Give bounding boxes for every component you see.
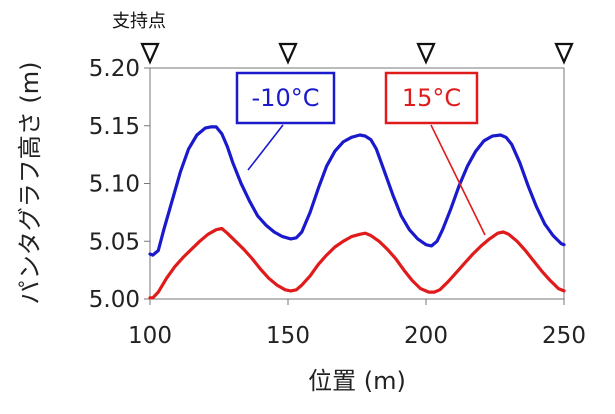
series-label-minus10: -10°C xyxy=(252,84,320,112)
support-markers xyxy=(140,42,574,65)
y-axis: 5.00 5.05 5.10 5.15 5.20 xyxy=(89,56,150,313)
support-marker-icon xyxy=(278,42,298,65)
support-marker-icon xyxy=(416,42,436,65)
y-tick-label: 5.20 xyxy=(89,56,140,82)
y-tick-label: 5.10 xyxy=(89,172,140,198)
callout-line-15 xyxy=(430,124,486,236)
y-tick-label: 5.00 xyxy=(89,287,140,313)
x-tick-label: 150 xyxy=(266,323,310,349)
support-marker-icon xyxy=(140,42,160,65)
series-label-15: 15°C xyxy=(402,84,461,112)
y-tick-label: 5.15 xyxy=(89,114,140,140)
x-tick-label: 100 xyxy=(128,323,172,349)
x-tick-label: 200 xyxy=(404,323,448,349)
x-axis-title: 位置 (m) xyxy=(308,367,406,395)
series-group xyxy=(148,125,566,300)
y-tick-label: 5.05 xyxy=(89,229,140,255)
x-axis: 100 150 200 250 xyxy=(128,299,586,349)
plot-area xyxy=(149,67,565,300)
series-line-1 xyxy=(148,226,566,300)
support-points-label: 支持点 xyxy=(112,11,166,32)
x-tick-label: 250 xyxy=(542,323,586,349)
label-box-minus10 xyxy=(235,71,336,125)
callout-line-minus10 xyxy=(247,124,284,171)
support-marker-icon xyxy=(554,42,574,65)
y-axis-title: パンタグラフ高さ (m) xyxy=(16,62,44,305)
label-box-15 xyxy=(384,71,479,125)
series-line-0 xyxy=(148,125,566,257)
